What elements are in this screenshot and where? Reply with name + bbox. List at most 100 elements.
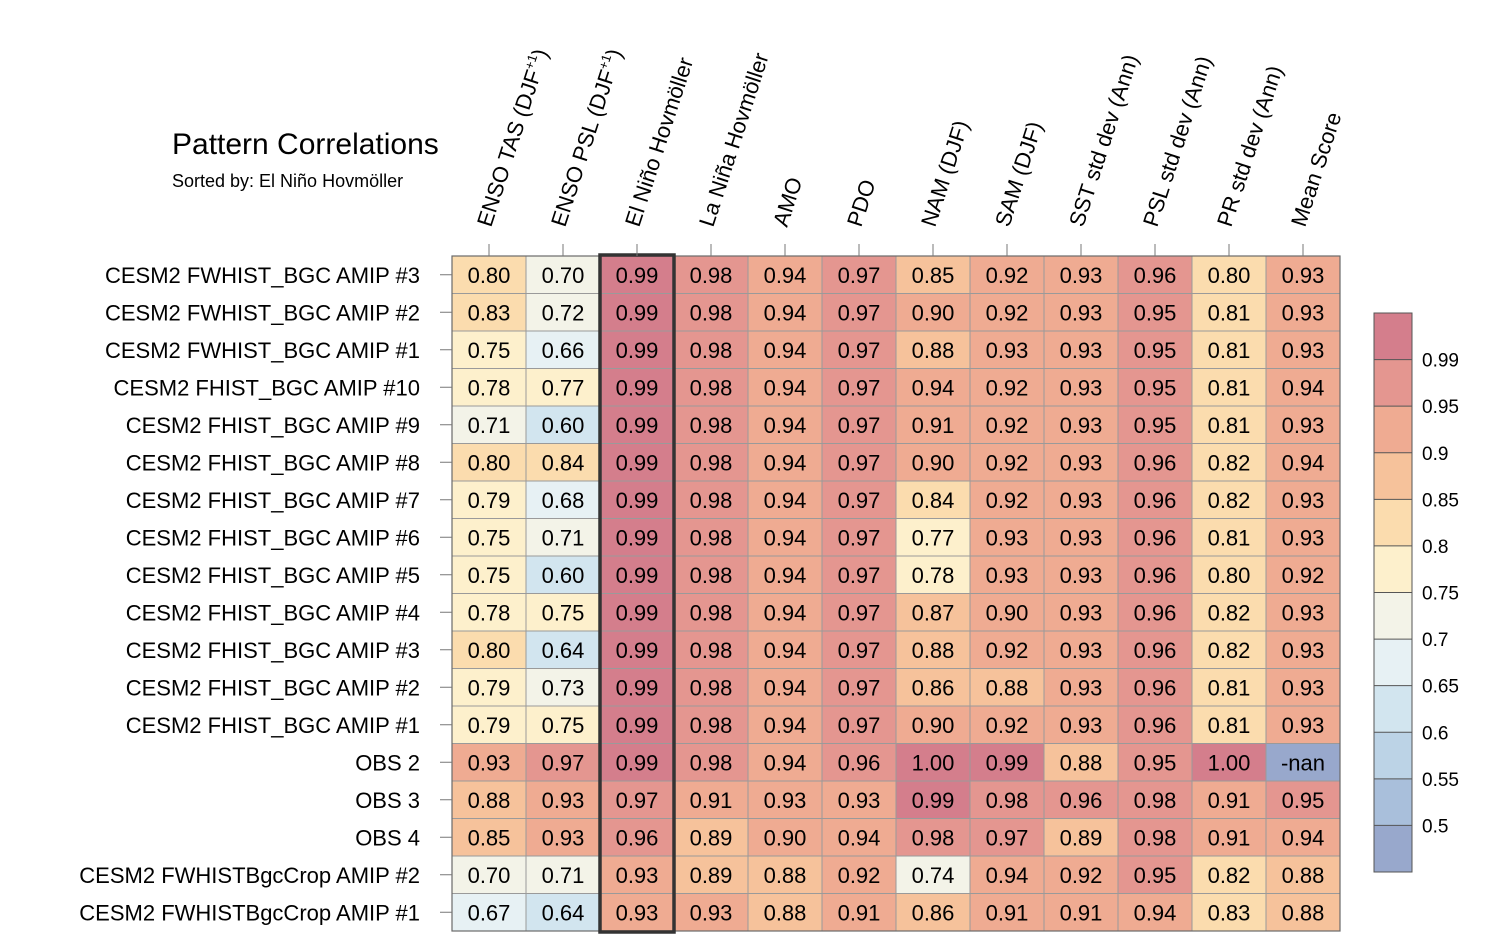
column-label: ENSO PSL (DJF+1) — [545, 45, 627, 229]
heatmap-cell — [525, 293, 601, 332]
cell-value: 0.88 — [764, 900, 807, 925]
column-label-text: AMO — [768, 174, 807, 229]
column-label-text: ENSO PSL (DJF — [546, 67, 620, 230]
cell-value: 0.95 — [1282, 788, 1325, 813]
cell-value: 0.93 — [986, 338, 1029, 363]
cell-value: 0.75 — [468, 563, 511, 588]
cell-value: 0.97 — [838, 338, 881, 363]
heatmap-cell — [525, 705, 601, 744]
cell-value: 0.90 — [912, 450, 955, 475]
cell-value: 0.98 — [690, 713, 733, 738]
heatmap-cell — [969, 405, 1045, 444]
heatmap-cell — [673, 443, 749, 482]
colorbar-tick-label: 0.7 — [1422, 630, 1448, 651]
heatmap-cell — [747, 593, 823, 632]
heatmap-cell — [525, 630, 601, 669]
grid-border — [451, 255, 1341, 932]
cell-value: 0.82 — [1208, 638, 1251, 663]
colorbar-swatch — [1374, 545, 1412, 593]
cell-value: 0.93 — [616, 863, 659, 888]
heatmap-cell — [1117, 780, 1193, 819]
heatmap-cell — [1191, 293, 1267, 332]
heatmap-cell — [895, 630, 971, 669]
colorbar-swatch — [1374, 313, 1412, 360]
colorbar-swatch — [1374, 825, 1412, 872]
heatmap-cell — [1117, 668, 1193, 707]
cell-value: 0.81 — [1208, 375, 1251, 400]
cell-value: 0.73 — [542, 675, 585, 700]
cell-value: 0.67 — [468, 900, 511, 925]
colorbar-tick-label: 0.5 — [1422, 816, 1448, 837]
cell-value: 0.88 — [468, 788, 511, 813]
cell-value: 0.99 — [616, 713, 659, 738]
cell-value: 0.92 — [1060, 863, 1103, 888]
cell-value: 0.98 — [690, 638, 733, 663]
cell-value: 0.75 — [468, 338, 511, 363]
column-label-text: Mean Score — [1286, 109, 1346, 230]
cell-value: 0.99 — [616, 638, 659, 663]
cell-value: 0.98 — [690, 675, 733, 700]
cell-value: 0.94 — [764, 488, 807, 513]
heatmap-cell — [451, 518, 527, 557]
cell-value: 0.88 — [1282, 863, 1325, 888]
cell-value: 0.88 — [912, 638, 955, 663]
cell-value: 0.97 — [542, 750, 585, 775]
heatmap-cell — [451, 705, 527, 744]
heatmap-cell — [525, 255, 601, 294]
cell-value: 0.81 — [1208, 300, 1251, 325]
heatmap-cell — [969, 780, 1045, 819]
column-label-text: NAM (DJF) — [916, 117, 974, 229]
cell-value: 0.96 — [1134, 600, 1177, 625]
heatmap-cell — [599, 405, 675, 444]
cell-value: 0.93 — [1282, 413, 1325, 438]
cell-value: 0.93 — [1282, 263, 1325, 288]
heatmap-cell — [821, 293, 897, 332]
cell-value: 0.95 — [1134, 413, 1177, 438]
column-label: PR std dev (Ann) — [1212, 63, 1288, 230]
heatmap-cell — [821, 893, 897, 932]
cell-value: 0.96 — [1134, 713, 1177, 738]
heatmap-cell — [1117, 743, 1193, 782]
heatmap-cell — [673, 480, 749, 519]
cell-value: 0.92 — [986, 413, 1029, 438]
heatmap-cell — [451, 480, 527, 519]
heatmap-cell — [895, 668, 971, 707]
heatmap-grid: 0.80 0.70 0.99 0.98 0.94 0.97 0.85 0.92 0.93 0.96… — [451, 253, 1341, 934]
heatmap-cell — [969, 818, 1045, 857]
heatmap-cell — [747, 405, 823, 444]
colorbar-swatch — [1374, 499, 1412, 546]
cell-value: 0.91 — [838, 900, 881, 925]
colorbar-tick-label: 0.9 — [1422, 444, 1448, 465]
cell-value: 0.74 — [912, 863, 955, 888]
heatmap-cell — [1043, 630, 1119, 669]
column-label-text: La Niña Hovmöller — [694, 50, 774, 230]
heatmap-cell — [1117, 255, 1193, 294]
cell-value: 0.94 — [986, 863, 1029, 888]
heatmap-cell — [1265, 443, 1341, 482]
cell-value: 0.60 — [542, 563, 585, 588]
cell-value: 0.98 — [690, 600, 733, 625]
cell-value: 0.99 — [986, 750, 1029, 775]
cell-value: 0.97 — [616, 788, 659, 813]
cell-value: 0.98 — [690, 563, 733, 588]
heatmap-cell — [747, 330, 823, 369]
cell-value: 0.70 — [542, 263, 585, 288]
column-label-text: SAM (DJF) — [990, 118, 1047, 229]
cell-value: 0.99 — [616, 450, 659, 475]
cell-value: 0.84 — [542, 450, 585, 475]
cell-value: 0.81 — [1208, 525, 1251, 550]
cell-value: 0.90 — [912, 300, 955, 325]
heatmap-cell — [821, 405, 897, 444]
heatmap-cell — [821, 480, 897, 519]
heatmap-cell — [747, 480, 823, 519]
cell-value: 0.80 — [468, 638, 511, 663]
heatmap-cell — [895, 518, 971, 557]
heatmap-cell — [525, 593, 601, 632]
cell-value: 0.91 — [986, 900, 1029, 925]
cell-value: 0.81 — [1208, 413, 1251, 438]
heatmap-cell — [673, 705, 749, 744]
column-label: PDO — [842, 176, 881, 229]
row-label: CESM2 FWHIST_BGC AMIP #1 — [105, 338, 420, 363]
heatmap-cell — [895, 855, 971, 894]
row-label: CESM2 FHIST_BGC AMIP #10 — [114, 375, 420, 400]
